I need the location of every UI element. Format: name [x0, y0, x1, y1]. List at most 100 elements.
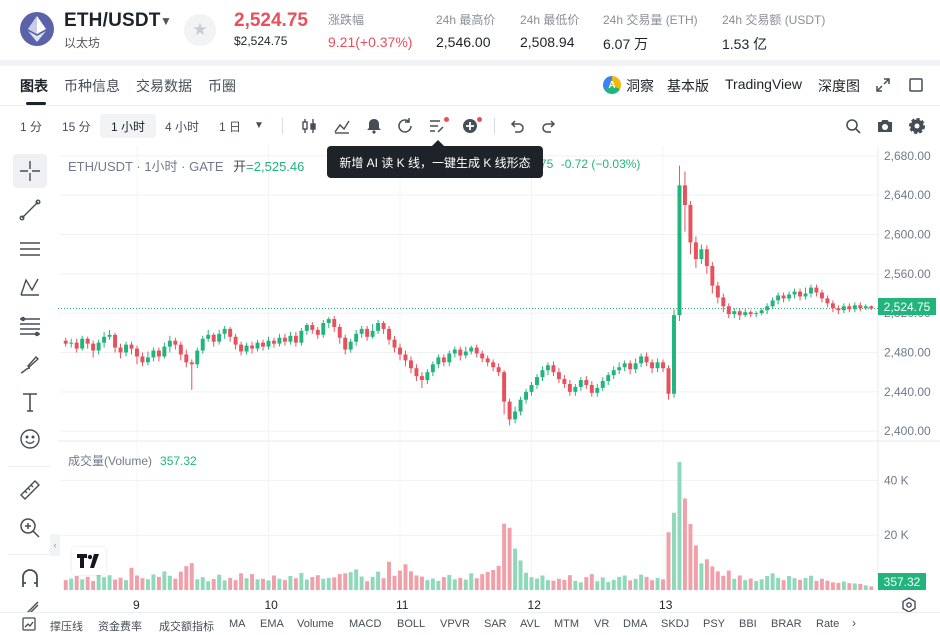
- volume-bar: [677, 462, 682, 590]
- emoji-tool-icon[interactable]: [13, 422, 47, 456]
- alert-bell-icon[interactable]: [365, 117, 383, 135]
- price-chart[interactable]: 2,400.002,440.002,480.002,520.002,560.00…: [58, 146, 940, 616]
- new-badge: [477, 117, 482, 122]
- tab-chart[interactable]: 图表: [20, 78, 48, 94]
- volume-bar: [463, 579, 468, 590]
- indicator-turnover[interactable]: 成交额指标: [159, 621, 214, 633]
- collapse-sidebar-icon[interactable]: ‹: [50, 534, 60, 556]
- horizontal-lines-tool-icon[interactable]: [13, 232, 47, 266]
- timeframe-1m[interactable]: 1 分: [20, 120, 43, 134]
- replay-icon[interactable]: [396, 117, 414, 135]
- candles: [63, 165, 874, 426]
- fibonacci-tool-icon[interactable]: [13, 309, 47, 343]
- active-tab-indicator: [26, 102, 46, 105]
- indicator-psy[interactable]: PSY: [703, 618, 726, 630]
- indicator-bbi[interactable]: BBI: [739, 618, 757, 630]
- insight-icon[interactable]: A: [603, 76, 621, 94]
- volume-bar: [672, 512, 676, 590]
- indicator-boll[interactable]: BOLL: [397, 618, 426, 630]
- volume-bar: [633, 578, 638, 590]
- indicator-vr[interactable]: VR: [594, 618, 610, 630]
- candle-body: [781, 295, 786, 299]
- indicator-sar[interactable]: SAR: [484, 618, 507, 630]
- trend-line-tool-icon[interactable]: [13, 193, 47, 227]
- candle-body: [869, 306, 874, 309]
- window-icon[interactable]: [909, 78, 923, 95]
- indicator-volume[interactable]: Volume: [297, 618, 334, 630]
- magnet-tool-icon[interactable]: [13, 561, 47, 595]
- candle-body: [140, 356, 145, 363]
- indicator-mtm[interactable]: MTM: [554, 618, 580, 630]
- volume-bar: [348, 572, 353, 590]
- tradingview-logo-icon[interactable]: [72, 547, 106, 575]
- stat-value: 6.07 万: [603, 36, 649, 52]
- volume-legend-value: 357.32: [160, 454, 197, 468]
- zoom-in-tool-icon[interactable]: [13, 511, 47, 545]
- indicator-rate[interactable]: Rate: [816, 618, 840, 630]
- indicator-ma[interactable]: MA: [229, 618, 246, 630]
- indicators-icon[interactable]: [333, 117, 351, 135]
- volume-bar: [392, 575, 397, 590]
- volume-bar: [595, 581, 600, 590]
- indicator-funding-rate[interactable]: 资金费率: [98, 621, 142, 633]
- indicator-ema[interactable]: EMA: [260, 618, 284, 630]
- indicator-brar[interactable]: BRAR: [771, 618, 802, 630]
- candle-body: [299, 330, 304, 343]
- redo-icon[interactable]: [540, 117, 558, 135]
- tab-basic[interactable]: 基本版: [667, 78, 709, 94]
- ai-kline-icon[interactable]: [428, 117, 446, 135]
- pattern-tool-icon[interactable]: [13, 270, 47, 304]
- candle-body: [436, 357, 441, 365]
- search-icon[interactable]: [844, 117, 862, 135]
- volume-bar: [63, 580, 68, 590]
- indicator-skdj[interactable]: SKDJ: [661, 618, 690, 630]
- candle-body: [524, 391, 529, 400]
- fullscreen-icon[interactable]: [876, 78, 890, 95]
- pair-dropdown-icon[interactable]: ▼: [160, 14, 172, 28]
- text-tool-icon[interactable]: [13, 385, 47, 419]
- indicator-support-resistance[interactable]: 撑压线: [50, 621, 83, 633]
- timeframe-dropdown-icon[interactable]: ▼: [254, 120, 264, 131]
- add-indicator-icon[interactable]: [461, 117, 479, 135]
- tab-coin-info[interactable]: 币种信息: [64, 78, 120, 94]
- timeframe-4h[interactable]: 4 小时: [165, 120, 200, 134]
- tab-depth-chart[interactable]: 深度图: [818, 78, 860, 94]
- tab-community[interactable]: 币圈: [208, 78, 236, 94]
- indicator-macd[interactable]: MACD: [349, 618, 382, 630]
- tab-tradingview[interactable]: TradingView: [725, 76, 803, 92]
- stat-label: 24h 交易额 (USDT): [722, 13, 826, 27]
- indicator-vpvr[interactable]: VPVR: [440, 618, 470, 630]
- undo-icon[interactable]: [508, 117, 526, 135]
- settings-gear-icon[interactable]: [908, 117, 926, 135]
- candle-type-icon[interactable]: [300, 117, 318, 135]
- candle-body: [458, 349, 463, 356]
- last-volume-tag: 357.32: [878, 573, 926, 590]
- toolbar-separator: [282, 118, 283, 134]
- brush-tool-icon[interactable]: [13, 347, 47, 381]
- ruler-tool-icon[interactable]: [13, 473, 47, 507]
- price-tick-label: 2,600.00: [884, 228, 931, 242]
- indicator-toggle-icon[interactable]: [22, 617, 36, 634]
- crosshair-tool-icon[interactable]: [13, 154, 47, 188]
- indicator-avl[interactable]: AVL: [520, 618, 540, 630]
- candle-body: [266, 340, 271, 347]
- timeframe-1h[interactable]: 1 小时: [111, 120, 146, 134]
- volume-bar: [403, 564, 408, 590]
- volume-bar: [414, 575, 419, 590]
- tab-trade-data[interactable]: 交易数据: [136, 78, 192, 94]
- volume-bar: [655, 577, 660, 590]
- timeframe-1d[interactable]: 1 日: [219, 120, 242, 134]
- candle-body: [113, 334, 118, 348]
- indicator-scroll-right-icon[interactable]: ›: [852, 616, 856, 630]
- indicator-dma[interactable]: DMA: [623, 618, 648, 630]
- volume-bar: [441, 577, 446, 590]
- volume-bar: [167, 575, 172, 590]
- camera-icon[interactable]: [876, 117, 894, 135]
- tab-insight[interactable]: 洞察: [626, 78, 654, 94]
- pair-symbol[interactable]: ETH/USDT: [64, 10, 161, 31]
- timeframe-15m[interactable]: 15 分: [62, 120, 91, 134]
- volume-bar: [759, 579, 764, 590]
- volume-bar: [776, 577, 781, 590]
- favorite-star-icon[interactable]: ★: [184, 14, 216, 46]
- volume-bar: [644, 576, 649, 590]
